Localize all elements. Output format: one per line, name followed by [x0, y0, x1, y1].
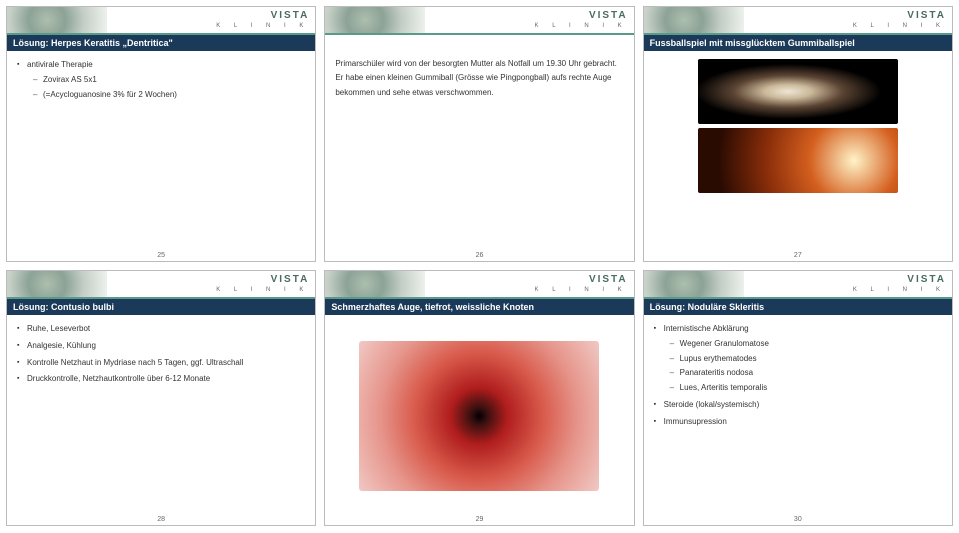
slide-header: VISTA K L I N I K [7, 7, 315, 33]
slide-title: Schmerzhaftes Auge, tiefrot, weissliche … [325, 297, 633, 315]
slide-body: Internistische Abklärung Wegener Granulo… [644, 315, 952, 516]
slide-title: Lösung: Herpes Keratitis „Dentritica" [7, 33, 315, 51]
sub-item: Zovirax AS 5x1 [27, 74, 305, 87]
slide-grid: VISTA K L I N I K Lösung: Herpes Keratit… [6, 6, 953, 526]
header-eye-graphic [644, 7, 744, 33]
brand: VISTA K L I N I K [216, 275, 309, 293]
brand: VISTA K L I N I K [535, 275, 628, 293]
slide-header: VISTA K L I N I K [7, 271, 315, 297]
brand-main: VISTA [589, 11, 628, 21]
bullet-text: antivirale Therapie [27, 60, 93, 69]
bullet-item: Immunsupression [654, 416, 942, 429]
slide-title: Lösung: Noduläre Skleritis [644, 297, 952, 315]
slide-header: VISTA K L I N I K [325, 271, 633, 297]
bullet-item: antivirale Therapie Zovirax AS 5x1 (=Acy… [17, 59, 305, 101]
slide-number: 28 [7, 516, 315, 525]
slide-number: 29 [325, 516, 633, 525]
brand: VISTA K L I N I K [853, 275, 946, 293]
sub-item: (=Acycloguanosine 3% für 2 Wochen) [27, 89, 305, 102]
bullet-item: Druckkontrolle, Netzhautkontrolle über 6… [17, 373, 305, 386]
slide-body [644, 51, 952, 252]
red-eye-photo [359, 341, 599, 491]
slide-number: 26 [325, 252, 633, 261]
brand-sub: K L I N I K [216, 287, 309, 293]
slide-title: Fussballspiel mit missglücktem Gummiball… [644, 33, 952, 51]
bullet-item: Ruhe, Leseverbot [17, 323, 305, 336]
brand-main: VISTA [271, 275, 310, 285]
sub-item: Lupus erythematodes [664, 353, 942, 366]
slide-header: VISTA K L I N I K [325, 7, 633, 33]
slide-header: VISTA K L I N I K [644, 7, 952, 33]
image-stack [654, 59, 942, 193]
brand-main: VISTA [907, 275, 946, 285]
header-eye-graphic [325, 271, 425, 297]
brand: VISTA K L I N I K [216, 11, 309, 29]
slide-body: Ruhe, Leseverbot Analgesie, Kühlung Kont… [7, 315, 315, 516]
slide-header: VISTA K L I N I K [644, 271, 952, 297]
sub-item: Wegener Granulomatose [664, 338, 942, 351]
header-eye-graphic [7, 271, 107, 297]
slide-title: Lösung: Contusio bulbi [7, 297, 315, 315]
bullet-text: Internistische Abklärung [664, 324, 749, 333]
slide-paragraph: Primarschüler wird von der besorgten Mut… [335, 57, 623, 100]
header-eye-graphic [7, 7, 107, 33]
bullet-item: Analgesie, Kühlung [17, 340, 305, 353]
header-eye-graphic [644, 271, 744, 297]
slide-29: VISTA K L I N I K Schmerzhaftes Auge, ti… [324, 270, 634, 526]
bullet-item: Steroide (lokal/systemisch) [654, 399, 942, 412]
slide-body: Primarschüler wird von der besorgten Mut… [325, 49, 633, 252]
brand-main: VISTA [589, 275, 628, 285]
slide-27: VISTA K L I N I K Fussballspiel mit miss… [643, 6, 953, 262]
brand-sub: K L I N I K [535, 23, 628, 29]
slide-26: VISTA K L I N I K Primarschüler wird von… [324, 6, 634, 262]
slit-lamp-photo [698, 59, 898, 124]
slide-number: 30 [644, 516, 952, 525]
bullet-item: Internistische Abklärung Wegener Granulo… [654, 323, 942, 395]
slide-body [325, 315, 633, 516]
sub-item: Panarateritis nodosa [664, 367, 942, 380]
brand-sub: K L I N I K [853, 287, 946, 293]
brand-main: VISTA [271, 11, 310, 21]
header-eye-graphic [325, 7, 425, 33]
bullet-item: Kontrolle Netzhaut in Mydriase nach 5 Ta… [17, 357, 305, 370]
brand-sub: K L I N I K [216, 23, 309, 29]
fundus-photo [698, 128, 898, 193]
slide-28: VISTA K L I N I K Lösung: Contusio bulbi… [6, 270, 316, 526]
slide-25: VISTA K L I N I K Lösung: Herpes Keratit… [6, 6, 316, 262]
slide-number: 25 [7, 252, 315, 261]
sub-item: Lues, Arteritis temporalis [664, 382, 942, 395]
slide-30: VISTA K L I N I K Lösung: Noduläre Skler… [643, 270, 953, 526]
brand-sub: K L I N I K [535, 287, 628, 293]
slide-number: 27 [644, 252, 952, 261]
brand-main: VISTA [907, 11, 946, 21]
brand-sub: K L I N I K [853, 23, 946, 29]
brand: VISTA K L I N I K [535, 11, 628, 29]
title-spacer [325, 33, 633, 49]
slide-body: antivirale Therapie Zovirax AS 5x1 (=Acy… [7, 51, 315, 252]
brand: VISTA K L I N I K [853, 11, 946, 29]
